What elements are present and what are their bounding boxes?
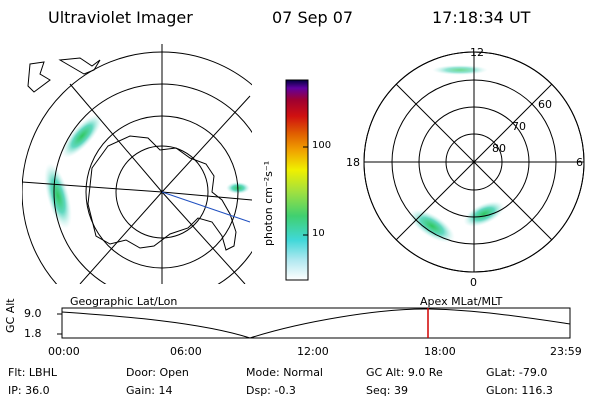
altitude-curve (61, 308, 571, 339)
antarctica-coastline (87, 135, 237, 251)
colorbar-tick-10: 10 (312, 228, 325, 239)
time-tick-0600: 06:00 (170, 345, 202, 358)
time-label: 17:18:34 UT (432, 8, 531, 27)
satellite-track (161, 191, 251, 223)
instrument-title: Ultraviolet Imager (48, 8, 193, 27)
info-gc-alt: GC Alt: 9.0 Re (366, 366, 443, 379)
time-tick-0000: 00:00 (48, 345, 80, 358)
aurora-blob-dusk (409, 209, 455, 243)
altitude-axis-label: GC Alt (4, 298, 17, 333)
date-label: 07 Sep 07 (272, 8, 354, 27)
time-tick-1800: 18:00 (424, 345, 456, 358)
apex-mlat-mlt-map (363, 51, 585, 273)
mlat-label-70: 70 (512, 120, 526, 133)
geo-map-label: Geographic Lat/Lon (70, 295, 178, 308)
mag-map-label: Apex MLat/MLT (420, 295, 503, 308)
info-mode: Mode: Normal (246, 366, 323, 379)
aurora-blob-noon (432, 65, 488, 75)
info-dsp: Dsp: -0.3 (246, 384, 296, 397)
info-glon: GLon: 116.3 (486, 384, 553, 397)
mlt-label-12: 12 (470, 46, 484, 59)
info-glat: GLat: -79.0 (486, 366, 548, 379)
time-tick-2359: 23:59 (550, 345, 582, 358)
info-door: Door: Open (126, 366, 189, 379)
mlt-label-18: 18 (346, 156, 360, 169)
aurora-oval-left (44, 163, 72, 229)
altitude-tick-9: 9.0 (24, 307, 42, 320)
info-ip: IP: 36.0 (8, 384, 50, 397)
colorbar-unit: photon cm⁻²s⁻¹ (262, 160, 275, 246)
mlat-label-80: 80 (492, 142, 506, 155)
altitude-tick-1-8: 1.8 (24, 327, 42, 340)
info-flt: Flt: LBHL (8, 366, 57, 379)
info-gain: Gain: 14 (126, 384, 173, 397)
info-seq: Seq: 39 (366, 384, 408, 397)
colorbar-tick-100: 100 (312, 140, 332, 151)
geographic-map (22, 44, 252, 284)
colorbar (285, 79, 309, 281)
mlt-label-0: 0 (470, 276, 477, 289)
mlat-label-60: 60 (538, 98, 552, 111)
mlt-label-6: 6 (576, 156, 583, 169)
aurora-oval-upper (61, 114, 103, 158)
time-tick-1200: 12:00 (297, 345, 329, 358)
altitude-plot (57, 307, 571, 339)
